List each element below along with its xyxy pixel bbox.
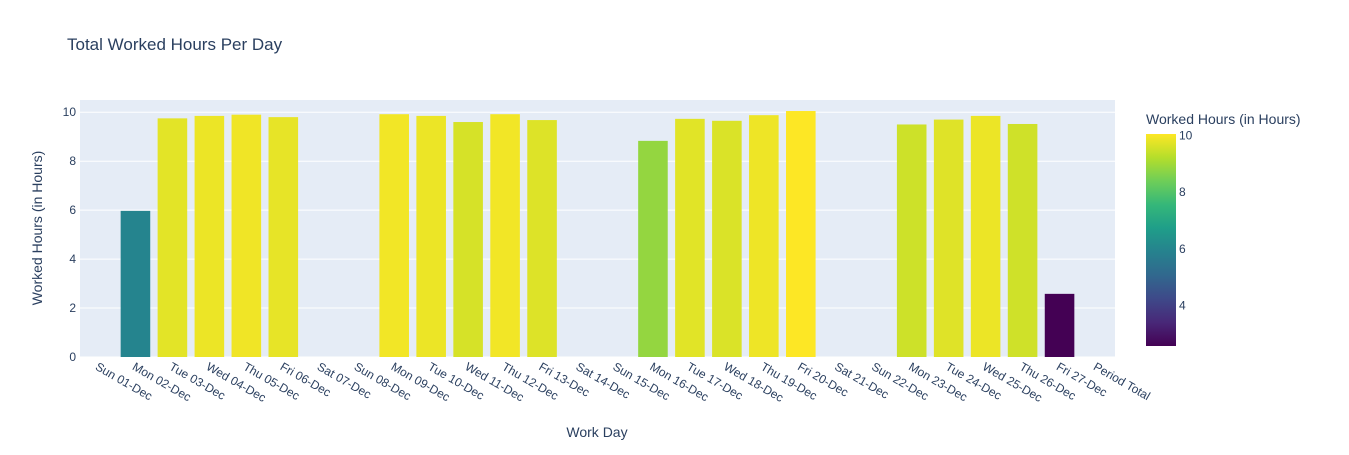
bar: [379, 114, 409, 357]
colorbar-title: Worked Hours (in Hours): [1146, 111, 1301, 127]
bars: [120, 111, 1075, 358]
bar: [749, 115, 779, 358]
colorbar-tick-label: 8: [1179, 185, 1186, 199]
bar: [490, 114, 520, 357]
bar: [527, 120, 557, 358]
bar: [157, 118, 188, 357]
y-tick-label: 0: [69, 350, 76, 364]
colorbar-tick-label: 10: [1179, 128, 1193, 142]
bar: [712, 120, 742, 357]
colorbar-ticks: 4 6 8 10: [1179, 128, 1193, 312]
y-tick-label: 10: [63, 105, 77, 119]
bar: [970, 115, 1001, 358]
colorbar-gradient: [1146, 134, 1176, 346]
y-tick-label: 6: [69, 203, 76, 217]
bar: [453, 122, 483, 358]
bar: [231, 114, 262, 357]
y-tick-label: 8: [69, 154, 76, 168]
y-axis-label: Worked Hours (in Hours): [29, 151, 45, 306]
y-tick-label: 2: [69, 301, 76, 315]
bar: [194, 115, 225, 358]
y-tick-label: 4: [69, 252, 76, 266]
x-axis-label: Work Day: [566, 424, 627, 440]
colorbar: Worked Hours (in Hours) 4 6 8 10: [1146, 111, 1301, 346]
bar: [933, 119, 964, 357]
chart-title: Total Worked Hours Per Day: [67, 35, 283, 54]
bar: [638, 140, 668, 357]
bar: [1044, 293, 1075, 357]
bar: [1007, 123, 1038, 357]
bar: [268, 117, 299, 357]
colorbar-tick-label: 6: [1179, 242, 1186, 256]
bar: [786, 111, 816, 357]
bar: [896, 124, 927, 357]
bar: [120, 210, 151, 357]
bar: [675, 118, 705, 357]
bar: [416, 115, 446, 358]
y-axis-ticks: 0 2 4 6 8 10: [63, 105, 77, 364]
colorbar-tick-label: 4: [1179, 299, 1186, 313]
